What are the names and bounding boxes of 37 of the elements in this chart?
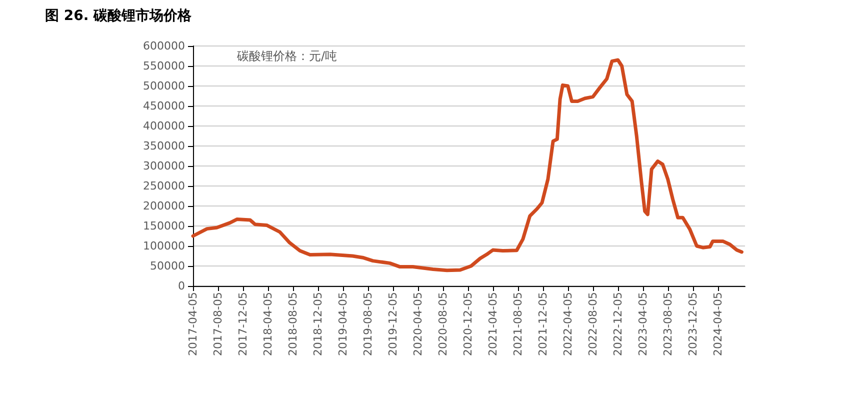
x-tick-label: 2023-12-05 [686, 292, 700, 356]
x-tick-label: 2020-04-05 [411, 292, 424, 356]
y-tick-label: 300000 [143, 160, 185, 172]
y-tick-label: 200000 [143, 200, 185, 212]
y-tick-label: 550000 [143, 60, 185, 72]
y-tick-label: 400000 [143, 120, 185, 132]
chart-title: 图 26. 碳酸锂市场价格 [45, 7, 193, 24]
y-tick-label: 600000 [143, 40, 185, 52]
y-tick-label: 350000 [143, 140, 185, 152]
x-tick-label: 2019-12-05 [386, 292, 400, 356]
x-tick-label: 2022-08-05 [586, 292, 600, 356]
x-tick-label: 2019-08-05 [361, 292, 374, 356]
y-tick-label: 500000 [143, 80, 185, 92]
x-tick-label: 2023-08-05 [661, 292, 674, 356]
x-tick-label: 2018-08-05 [286, 292, 300, 356]
x-tick-label: 2017-08-05 [212, 292, 225, 356]
y-tick-label: 0 [178, 280, 185, 292]
x-tick-label: 2022-04-05 [561, 292, 574, 356]
x-tick-label: 2021-08-05 [511, 292, 524, 356]
x-tick-label: 2018-12-05 [312, 292, 325, 356]
x-tick-label: 2021-12-05 [536, 292, 550, 356]
x-tick-label: 2021-04-05 [486, 292, 500, 356]
x-tick-label: 2018-04-05 [261, 292, 274, 356]
y-tick-label: 100000 [143, 240, 185, 252]
x-tick-label: 2019-04-05 [336, 292, 350, 356]
y-tick-label: 50000 [150, 260, 185, 272]
x-tick-label: 2023-04-05 [636, 292, 650, 356]
x-tick-label: 2017-04-05 [186, 292, 200, 356]
x-tick-label: 2017-12-05 [236, 292, 250, 356]
x-tick-label: 2020-08-05 [436, 292, 450, 356]
x-tick-label: 2024-04-05 [711, 292, 724, 356]
x-tick-label: 2022-12-05 [611, 292, 624, 356]
y-tick-label: 150000 [143, 220, 185, 232]
x-tick-label: 2020-12-05 [462, 292, 475, 356]
y-tick-label: 250000 [143, 180, 185, 192]
y-tick-label: 450000 [143, 100, 185, 112]
annotation: 碳酸锂价格：元/吨 [236, 49, 338, 63]
